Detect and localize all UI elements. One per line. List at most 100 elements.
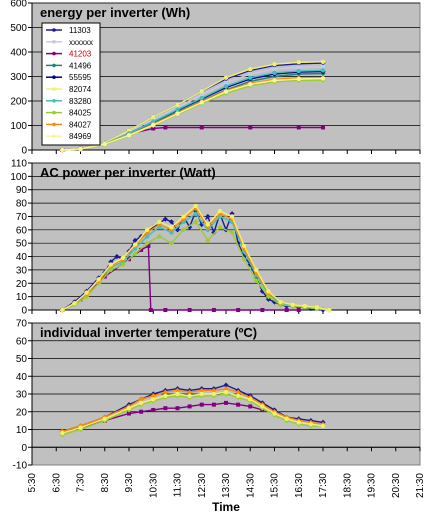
data-point [205, 213, 211, 220]
data-point [180, 227, 187, 233]
data-point [241, 243, 247, 249]
data-point [248, 72, 253, 77]
data-point [156, 233, 162, 240]
data-point [199, 387, 205, 394]
legend-label: 41203 [69, 50, 92, 59]
data-point [236, 402, 241, 407]
data-point [326, 307, 332, 313]
legend-label: 11303 [69, 26, 91, 35]
data-point [199, 89, 204, 94]
data-point [163, 406, 168, 411]
data-point [205, 222, 211, 227]
data-point [205, 237, 211, 244]
data-point [199, 95, 204, 101]
y-tick-label: 20 [16, 407, 28, 418]
x-axis-title: Time [212, 500, 240, 514]
data-point [78, 146, 83, 152]
y-tick-label: 30 [16, 265, 28, 276]
data-point [151, 114, 156, 120]
data-point [144, 240, 150, 246]
data-point [211, 402, 216, 407]
x-tick-label: 14:30 [245, 473, 256, 498]
data-point [229, 214, 235, 219]
data-point [205, 227, 211, 233]
data-point [148, 308, 153, 312]
data-point [187, 393, 192, 398]
data-point [253, 278, 259, 284]
data-point [223, 382, 229, 388]
data-point [181, 214, 186, 219]
x-tick-label: 20:30 [391, 473, 402, 498]
data-point [211, 391, 217, 397]
data-point [150, 393, 156, 399]
x-tick-label: 21:30 [415, 473, 426, 498]
y-tick-label: 200 [10, 97, 27, 108]
data-point [217, 208, 223, 214]
y-tick-label: 0 [21, 306, 27, 317]
series-line [62, 77, 324, 151]
data-point [187, 389, 193, 395]
legend-marker [52, 87, 56, 91]
data-point [151, 126, 156, 131]
data-point [217, 224, 223, 230]
data-point [139, 247, 144, 252]
y-tick-label: 600 [10, 0, 27, 10]
data-point [320, 59, 326, 64]
y-tick-label: 70 [16, 212, 28, 223]
data-point [296, 60, 301, 65]
data-point [193, 219, 199, 225]
y-tick-label: 40 [16, 372, 28, 383]
x-tick-label: 7:30 [76, 473, 87, 493]
panel-title: AC power per inverter (Watt) [40, 165, 216, 180]
data-point [266, 289, 271, 294]
legend-marker [52, 99, 56, 103]
y-tick-label: 60 [16, 336, 28, 347]
data-point [108, 262, 114, 267]
data-point [151, 122, 156, 128]
y-tick-label: 90 [16, 185, 28, 196]
data-point [265, 294, 272, 300]
data-point [139, 409, 144, 414]
data-point [199, 125, 204, 130]
legend-label: 84027 [69, 120, 92, 129]
y-tick-label: 110 [11, 159, 27, 170]
series-84969 [60, 76, 326, 153]
legend-marker [52, 134, 56, 138]
series-82074 [60, 203, 332, 313]
data-point [272, 411, 277, 416]
legend-marker [52, 110, 56, 115]
data-point [320, 68, 326, 73]
x-tick-label: 5:30 [27, 473, 38, 493]
data-point [193, 211, 198, 216]
data-point [211, 308, 216, 312]
data-point [199, 391, 204, 397]
data-point [163, 125, 168, 130]
data-point [138, 400, 144, 406]
data-point [320, 423, 326, 429]
data-point [132, 242, 138, 247]
series-line [62, 61, 324, 151]
y-tick-label: 10 [16, 425, 28, 436]
data-point [235, 389, 241, 395]
y-tick-label: 50 [16, 239, 28, 250]
data-point [120, 261, 126, 268]
data-point [302, 303, 308, 309]
panel-title: individual inverter temperature (ºC) [40, 325, 257, 340]
data-point [272, 78, 277, 83]
x-tick-label: 9:30 [124, 473, 135, 493]
data-point [308, 421, 314, 427]
data-point [175, 107, 180, 112]
data-point [174, 387, 181, 394]
data-point [162, 389, 168, 395]
y-tick-label: 400 [10, 48, 27, 59]
series-line [62, 393, 323, 436]
data-point [60, 430, 65, 436]
x-tick-label: 15:30 [270, 473, 281, 498]
data-point [175, 102, 180, 107]
y-tick-label: 40 [16, 252, 28, 263]
legend-label: xxxxxx [69, 38, 93, 47]
data-point [248, 125, 253, 130]
y-tick-label: 300 [10, 72, 27, 83]
data-point [235, 393, 241, 398]
data-point [223, 84, 229, 89]
